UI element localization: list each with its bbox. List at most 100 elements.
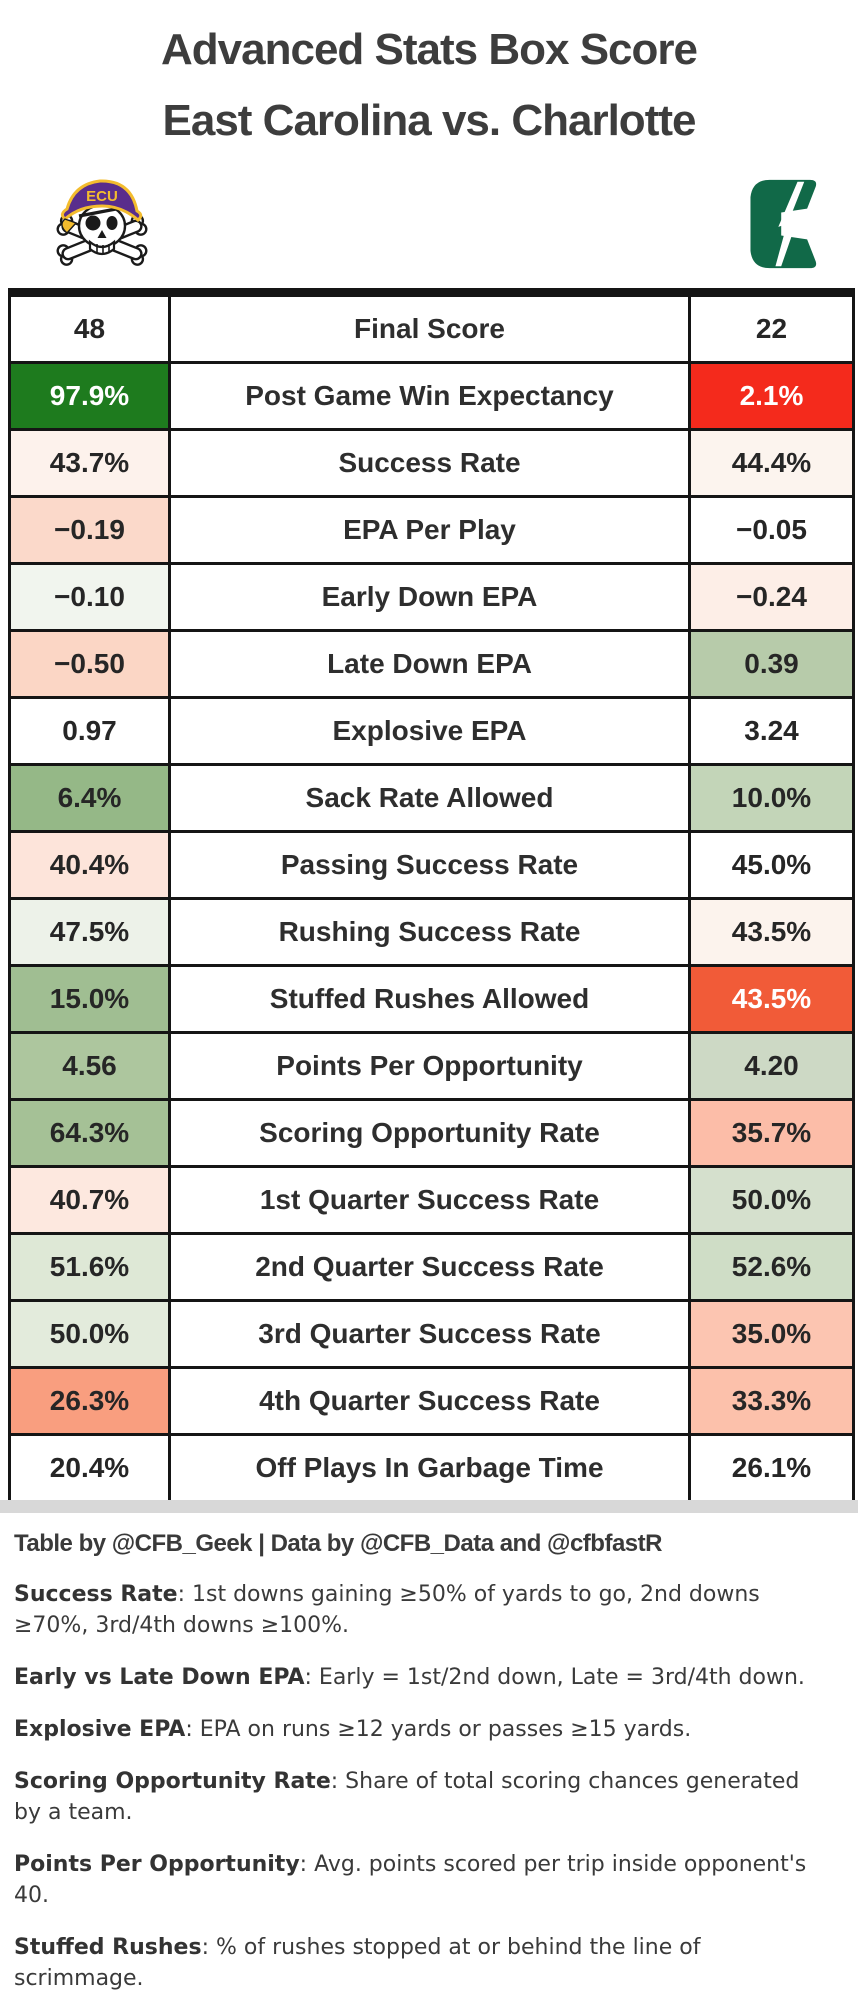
away-value-cell: 22	[688, 291, 855, 364]
table-row: 15.0% Stuffed Rushes Allowed 43.5%	[8, 964, 855, 1034]
away-value-cell: 10.0%	[688, 763, 855, 833]
table-row: 6.4% Sack Rate Allowed 10.0%	[8, 763, 855, 833]
stats-table-body: 48 Final Score 22 97.9% Post Game Win Ex…	[8, 291, 855, 1500]
stat-definition-text: : Share of total scoring chances generat…	[14, 1769, 800, 1825]
ecu-pirate-logo-icon: ECU	[50, 172, 154, 277]
metric-label-cell: EPA Per Play	[168, 495, 691, 565]
stat-definition-text: : 1st downs gaining ≥50% of yards to go,…	[14, 1582, 760, 1638]
table-row: 40.7% 1st Quarter Success Rate 50.0%	[8, 1165, 855, 1235]
stat-definition-label: Points Per Opportunity	[14, 1852, 300, 1877]
stat-definition: Points Per Opportunity: Avg. points scor…	[14, 1849, 824, 1911]
away-value-cell: 44.4%	[688, 428, 855, 498]
away-value-cell: 45.0%	[688, 830, 855, 900]
table-row: −0.19 EPA Per Play −0.05	[8, 495, 855, 565]
table-row: 0.97 Explosive EPA 3.24	[8, 696, 855, 766]
stat-definition: Early vs Late Down EPA: Early = 1st/2nd …	[14, 1662, 824, 1693]
stat-definition: Explosive EPA: EPA on runs ≥12 yards or …	[14, 1714, 824, 1745]
metric-label-cell: 1st Quarter Success Rate	[168, 1165, 691, 1235]
table-row: 26.3% 4th Quarter Success Rate 33.3%	[8, 1366, 855, 1436]
table-row: 20.4% Off Plays In Garbage Time 26.1%	[8, 1433, 855, 1500]
metric-label-cell: Early Down EPA	[168, 562, 691, 632]
stat-definition-text: : EPA on runs ≥12 yards or passes ≥15 ya…	[185, 1717, 692, 1742]
away-value-cell: 43.5%	[688, 964, 855, 1034]
stat-definition-text: : Early = 1st/2nd down, Late = 3rd/4th d…	[304, 1665, 805, 1690]
home-value-cell: 43.7%	[8, 428, 171, 498]
table-bottom-band	[0, 1500, 858, 1513]
table-row: −0.10 Early Down EPA −0.24	[8, 562, 855, 632]
home-value-cell: 4.56	[8, 1031, 171, 1101]
home-value-cell: 50.0%	[8, 1299, 171, 1369]
metric-label-cell: Off Plays In Garbage Time	[168, 1433, 691, 1500]
away-value-cell: 4.20	[688, 1031, 855, 1101]
home-value-cell: 20.4%	[8, 1433, 171, 1500]
metric-label-cell: Stuffed Rushes Allowed	[168, 964, 691, 1034]
credit-line: Table by @CFB_Geek | Data by @CFB_Data a…	[14, 1530, 662, 1557]
stat-definition: Scoring Opportunity Rate: Share of total…	[14, 1766, 824, 1828]
away-value-cell: 3.24	[688, 696, 855, 766]
home-value-cell: 97.9%	[8, 361, 171, 431]
away-value-cell: −0.05	[688, 495, 855, 565]
away-value-cell: 0.39	[688, 629, 855, 699]
stat-definition-label: Explosive EPA	[14, 1717, 186, 1742]
home-value-cell: 6.4%	[8, 763, 171, 833]
away-value-cell: −0.24	[688, 562, 855, 632]
table-row: 4.56 Points Per Opportunity 4.20	[8, 1031, 855, 1101]
metric-label-cell: 2nd Quarter Success Rate	[168, 1232, 691, 1302]
away-value-cell: 35.7%	[688, 1098, 855, 1168]
away-value-cell: 2.1%	[688, 361, 855, 431]
away-value-cell: 43.5%	[688, 897, 855, 967]
metric-label-cell: Final Score	[168, 291, 691, 364]
home-value-cell: 47.5%	[8, 897, 171, 967]
home-value-cell: −0.19	[8, 495, 171, 565]
metric-label-cell: 4th Quarter Success Rate	[168, 1366, 691, 1436]
home-value-cell: 64.3%	[8, 1098, 171, 1168]
svg-text:ECU: ECU	[86, 188, 118, 205]
metric-label-cell: Points Per Opportunity	[168, 1031, 691, 1101]
stat-definition-label: Success Rate	[14, 1582, 178, 1607]
stat-definition-label: Stuffed Rushes	[14, 1935, 202, 1960]
metric-label-cell: Explosive EPA	[168, 696, 691, 766]
stat-definition-label: Scoring Opportunity Rate	[14, 1769, 331, 1794]
stat-definition-label: Early vs Late Down EPA	[14, 1665, 305, 1690]
table-row: 47.5% Rushing Success Rate 43.5%	[8, 897, 855, 967]
stat-definition: Success Rate: 1st downs gaining ≥50% of …	[14, 1579, 824, 1641]
metric-label-cell: Sack Rate Allowed	[168, 763, 691, 833]
page-title-line2: East Carolina vs. Charlotte	[162, 96, 697, 145]
table-row: 97.9% Post Game Win Expectancy 2.1%	[8, 361, 855, 431]
home-value-cell: 15.0%	[8, 964, 171, 1034]
table-row: 40.4% Passing Success Rate 45.0%	[8, 830, 855, 900]
away-value-cell: 50.0%	[688, 1165, 855, 1235]
metric-label-cell: Post Game Win Expectancy	[168, 361, 691, 431]
metric-label-cell: Rushing Success Rate	[168, 897, 691, 967]
home-value-cell: −0.50	[8, 629, 171, 699]
metric-label-cell: Scoring Opportunity Rate	[168, 1098, 691, 1168]
notes-section: Success Rate: 1st downs gaining ≥50% of …	[0, 1579, 858, 1994]
home-value-cell: 0.97	[8, 696, 171, 766]
home-value-cell: 40.4%	[8, 830, 171, 900]
stats-table: 48 Final Score 22 97.9% Post Game Win Ex…	[8, 288, 855, 1500]
table-row: −0.50 Late Down EPA 0.39	[8, 629, 855, 699]
table-row: 51.6% 2nd Quarter Success Rate 52.6%	[8, 1232, 855, 1302]
table-row: 50.0% 3rd Quarter Success Rate 35.0%	[8, 1299, 855, 1369]
away-value-cell: 26.1%	[688, 1433, 855, 1500]
stat-definition: Stuffed Rushes: % of rushes stopped at o…	[14, 1932, 824, 1994]
table-row: 64.3% Scoring Opportunity Rate 35.7%	[8, 1098, 855, 1168]
metric-label-cell: 3rd Quarter Success Rate	[168, 1299, 691, 1369]
table-row: 43.7% Success Rate 44.4%	[8, 428, 855, 498]
metric-label-cell: Late Down EPA	[168, 629, 691, 699]
metric-label-cell: Success Rate	[168, 428, 691, 498]
home-value-cell: 40.7%	[8, 1165, 171, 1235]
home-value-cell: 48	[8, 291, 171, 364]
home-value-cell: 51.6%	[8, 1232, 171, 1302]
team-logos-row: ECU	[0, 179, 858, 277]
metric-label-cell: Passing Success Rate	[168, 830, 691, 900]
box-score-graphic: Advanced Stats Box Score East Carolina v…	[0, 28, 858, 1994]
away-value-cell: 35.0%	[688, 1299, 855, 1369]
table-row: 48 Final Score 22	[8, 291, 855, 364]
home-value-cell: −0.10	[8, 562, 171, 632]
page-title-line1: Advanced Stats Box Score	[161, 25, 698, 74]
away-value-cell: 52.6%	[688, 1232, 855, 1302]
home-value-cell: 26.3%	[8, 1366, 171, 1436]
charlotte-c-logo-icon	[740, 176, 832, 277]
away-value-cell: 33.3%	[688, 1366, 855, 1436]
